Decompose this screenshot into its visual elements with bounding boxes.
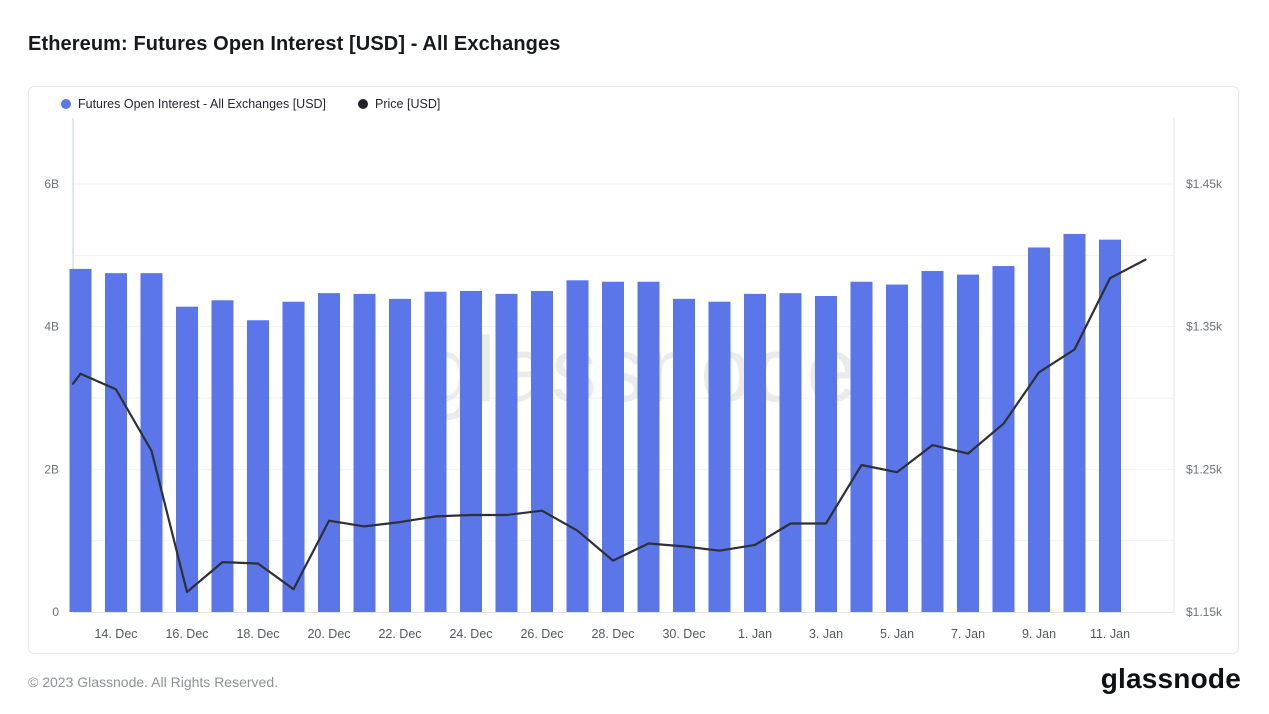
open-interest-bar[interactable] <box>69 268 92 612</box>
open-interest-bar[interactable] <box>957 274 979 612</box>
open-interest-bar[interactable] <box>460 291 482 612</box>
open-interest-bar[interactable] <box>282 301 305 612</box>
open-interest-bar[interactable] <box>921 271 944 612</box>
y-axis-right-labels: $1.15k $1.25k $1.35k $1.45k <box>1186 177 1223 619</box>
glassnode-logo: glassnode <box>1100 663 1241 694</box>
open-interest-bar[interactable] <box>140 273 163 612</box>
open-interest-bar[interactable] <box>779 293 802 612</box>
open-interest-bar[interactable] <box>211 300 234 612</box>
y-right-tick-label: $1.45k <box>1186 177 1223 191</box>
x-tick-label: 3. Jan <box>809 627 843 641</box>
x-tick-label: 14. Dec <box>94 627 137 641</box>
open-interest-bar[interactable] <box>815 295 837 612</box>
y-left-tick-label: 0 <box>52 605 59 619</box>
open-interest-bar[interactable] <box>1063 233 1086 612</box>
open-interest-bar[interactable] <box>105 273 127 612</box>
x-tick-label: 9. Jan <box>1022 627 1056 641</box>
open-interest-bar[interactable] <box>850 281 873 612</box>
open-interest-bar[interactable] <box>495 293 518 612</box>
open-interest-bar[interactable] <box>1099 239 1121 613</box>
y-left-tick-label: 2B <box>44 462 59 476</box>
x-tick-label: 11. Jan <box>1090 627 1130 641</box>
y-left-tick-label: 4B <box>44 320 59 334</box>
x-tick-label: 1. Jan <box>738 627 772 641</box>
x-tick-label: 28. Dec <box>591 627 634 641</box>
footer-copyright: © 2023 Glassnode. All Rights Reserved. <box>28 674 279 690</box>
price-line <box>71 258 1147 594</box>
open-interest-bars <box>69 233 1121 613</box>
y-right-tick-label: $1.15k <box>1186 605 1223 619</box>
x-tick-label: 20. Dec <box>307 627 350 641</box>
open-interest-bar[interactable] <box>176 306 198 612</box>
y-right-tick-label: $1.25k <box>1186 462 1223 476</box>
x-tick-label: 7. Jan <box>951 627 985 641</box>
x-tick-label: 24. Dec <box>449 627 492 641</box>
open-interest-bar[interactable] <box>602 281 624 612</box>
y-left-tick-label: 6B <box>44 177 59 191</box>
x-tick-label: 5. Jan <box>880 627 914 641</box>
x-tick-label: 16. Dec <box>165 627 208 641</box>
x-tick-label: 26. Dec <box>520 627 563 641</box>
y-right-tick-label: $1.35k <box>1186 320 1223 334</box>
open-interest-bar[interactable] <box>247 320 269 612</box>
x-axis-labels: 14. Dec 16. Dec 18. Dec 20. Dec 22. Dec 24. D… <box>94 627 1130 641</box>
legend-dot-price-icon <box>358 99 369 109</box>
legend-label-price: Price [USD] <box>375 97 441 111</box>
page-title: Ethereum: Futures Open Interest [USD] - … <box>28 33 561 55</box>
y-axis-left-labels: 0 2B 4B 6B <box>44 177 59 619</box>
chart-canvas: glassnode02B4B6B$1.15k$1.25k$1.35k$1.45k… <box>44 118 1223 641</box>
open-interest-bar[interactable] <box>1028 247 1050 612</box>
x-tick-label: 18. Dec <box>236 627 279 641</box>
legend-label-open-interest: Futures Open Interest - All Exchanges [U… <box>78 97 327 111</box>
open-interest-bar[interactable] <box>531 291 553 612</box>
open-interest-bar[interactable] <box>992 266 1015 612</box>
open-interest-bar[interactable] <box>353 293 376 612</box>
legend-dot-open-interest-icon <box>61 99 71 109</box>
chart-legend: Futures Open Interest - All Exchanges [U… <box>61 97 440 111</box>
chart-card: glassnode02B4B6B$1.15k$1.25k$1.35k$1.45k… <box>28 86 1239 654</box>
x-tick-label: 22. Dec <box>378 627 421 641</box>
legend-item-price[interactable]: Price [USD] <box>358 97 440 111</box>
open-interest-bar[interactable] <box>673 298 695 612</box>
open-interest-bar[interactable] <box>389 298 411 612</box>
x-tick-label: 30. Dec <box>662 627 705 641</box>
open-interest-bar[interactable] <box>424 291 447 612</box>
legend-item-open-interest[interactable]: Futures Open Interest - All Exchanges [U… <box>61 97 326 111</box>
open-interest-bar[interactable] <box>637 281 660 612</box>
open-interest-bar[interactable] <box>566 280 589 612</box>
open-interest-bar[interactable] <box>886 284 908 612</box>
open-interest-bar[interactable] <box>744 293 766 612</box>
open-interest-bar[interactable] <box>318 293 340 612</box>
open-interest-bar[interactable] <box>708 301 731 612</box>
